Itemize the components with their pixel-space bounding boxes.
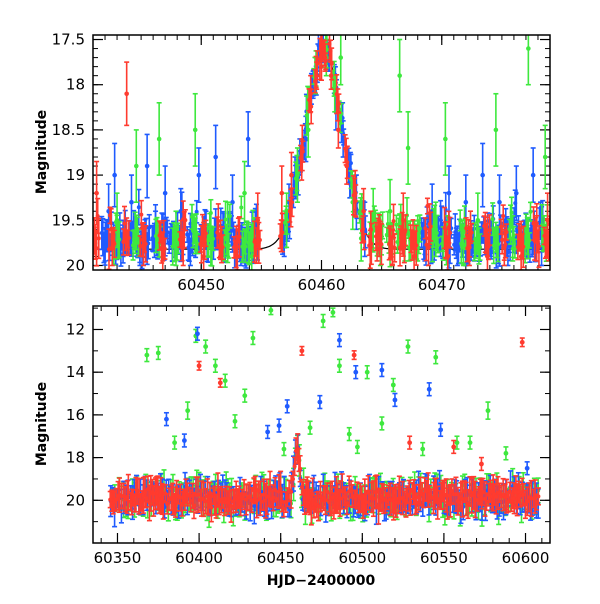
bottom-green-outlier (347, 428, 352, 441)
bottom-green-outlier (468, 436, 473, 449)
bottom-blue-outlier (392, 394, 397, 407)
bottom-green-outlier (433, 351, 438, 364)
top-green-point (443, 103, 448, 175)
top-blue-point (246, 112, 251, 166)
bottom-x-tick-label: 60400 (175, 549, 223, 567)
top-y-tick-label: 18 (66, 76, 85, 94)
top-green-point (397, 40, 402, 112)
bottom-blue-outlier (317, 396, 322, 409)
bottom-red-outlier (479, 458, 484, 471)
top-green-point (543, 125, 548, 188)
bottom-y-tick-label: 18 (66, 449, 85, 467)
bottom-green-outlier (355, 441, 360, 454)
bottom-green-outlier (321, 315, 326, 328)
bottom-blue-outlier (379, 364, 384, 377)
top-y-tick-label: 19 (66, 166, 85, 184)
bottom-green-outlier (406, 340, 411, 353)
bottom-green-outlier (185, 402, 190, 419)
top-panel: 60450 60460 60470 17.5 18 18.5 19 19.5 20 Magnit… (34, 12, 552, 294)
bottom-plot-area (108, 306, 541, 527)
top-y-tick-label: 19.5 (52, 211, 85, 229)
bottom-y-axis-title: Magnitude (34, 382, 50, 466)
bottom-panel: 60350 60400 60450 60500 60550 60600 12 14 16 18 20… (34, 306, 550, 589)
top-green-point (338, 30, 343, 84)
top-blue-point (531, 148, 536, 202)
bottom-green-outlier (503, 447, 508, 460)
bottom-green-outlier (330, 308, 335, 317)
bottom-green-outlier (365, 366, 370, 379)
bottom-green-outlier (203, 340, 208, 353)
bottom-x-tick-label: 60350 (94, 549, 142, 567)
bottom-green-outlier (213, 359, 218, 372)
bottom-red-outlier (299, 347, 304, 356)
bottom-red-outlier (407, 436, 412, 449)
top-y-tick-label: 17.5 (52, 31, 85, 49)
bottom-x-tick-label: 60450 (257, 549, 305, 567)
bottom-x-tick-label: 60600 (502, 549, 550, 567)
bottom-green-outlier (223, 374, 228, 387)
top-plot-area (91, 12, 552, 274)
bottom-y-tick-label: 12 (66, 320, 85, 338)
bottom-green-outlier (308, 421, 313, 434)
top-blue-point (196, 148, 201, 202)
bottom-blue-outlier (164, 413, 169, 426)
top-green-point (242, 162, 247, 225)
bottom-blue-outlier (438, 423, 443, 436)
bottom-green-outlier (172, 436, 177, 449)
bottom-red-outlier (197, 362, 202, 371)
bottom-green-outlier (281, 443, 286, 456)
bottom-blue-outlier (285, 400, 290, 413)
top-red-point (124, 62, 129, 125)
top-y-tick-label: 20 (66, 256, 85, 274)
top-y-axis-title: Magnitude (34, 110, 50, 194)
top-blue-point (145, 134, 150, 197)
bottom-red-outlier (352, 351, 357, 360)
top-red-point (279, 166, 284, 220)
top-blue-point (213, 125, 218, 188)
bottom-green-outlier (156, 347, 161, 360)
bottom-blue-outlier (337, 334, 342, 347)
top-blue-point (480, 143, 485, 206)
bottom-green-outlier (485, 402, 490, 419)
bottom-y-tick-label: 16 (66, 406, 85, 424)
top-green-point (406, 112, 411, 184)
bottom-green-outlier (420, 443, 425, 456)
bottom-blue-outlier (277, 419, 282, 432)
top-blue-point (163, 166, 168, 220)
bottom-y-tick-label: 20 (66, 491, 85, 509)
top-x-tick-label: 60450 (177, 276, 225, 294)
top-green-point (157, 103, 162, 175)
bottom-green-outlier (379, 417, 384, 430)
bottom-green-outlier (242, 389, 247, 402)
bottom-green-outlier (337, 359, 342, 372)
bottom-red-outlier (218, 379, 223, 388)
top-x-tick-label: 60460 (298, 276, 346, 294)
top-green-point (193, 94, 198, 166)
bottom-blue-outlier (182, 434, 187, 447)
bottom-blue-outlier (353, 366, 358, 379)
top-green-point (526, 12, 531, 84)
top-y-tick-label: 18.5 (52, 121, 85, 139)
bottom-green-outlier (144, 349, 149, 362)
bottom-green-outlier (268, 306, 273, 315)
bottom-x-axis-title: HJD−2400000 (267, 573, 376, 589)
top-x-tick-label: 60470 (418, 276, 466, 294)
top-green-point (493, 94, 498, 166)
bottom-red-outlier (520, 338, 525, 347)
bottom-y-tick-label: 14 (66, 363, 85, 381)
bottom-axis-ticks: 60350 60400 60450 60500 60550 60600 12 14 16 18 20 (66, 306, 550, 567)
bottom-x-tick-label: 60550 (420, 549, 468, 567)
bottom-blue-outlier (427, 383, 432, 396)
bottom-x-tick-label: 60500 (338, 549, 386, 567)
bottom-green-outlier (391, 379, 396, 392)
bottom-blue-outlier (265, 426, 270, 439)
bottom-green-outlier (232, 415, 237, 428)
top-green-point (239, 196, 244, 218)
bottom-green-outlier (250, 332, 255, 345)
